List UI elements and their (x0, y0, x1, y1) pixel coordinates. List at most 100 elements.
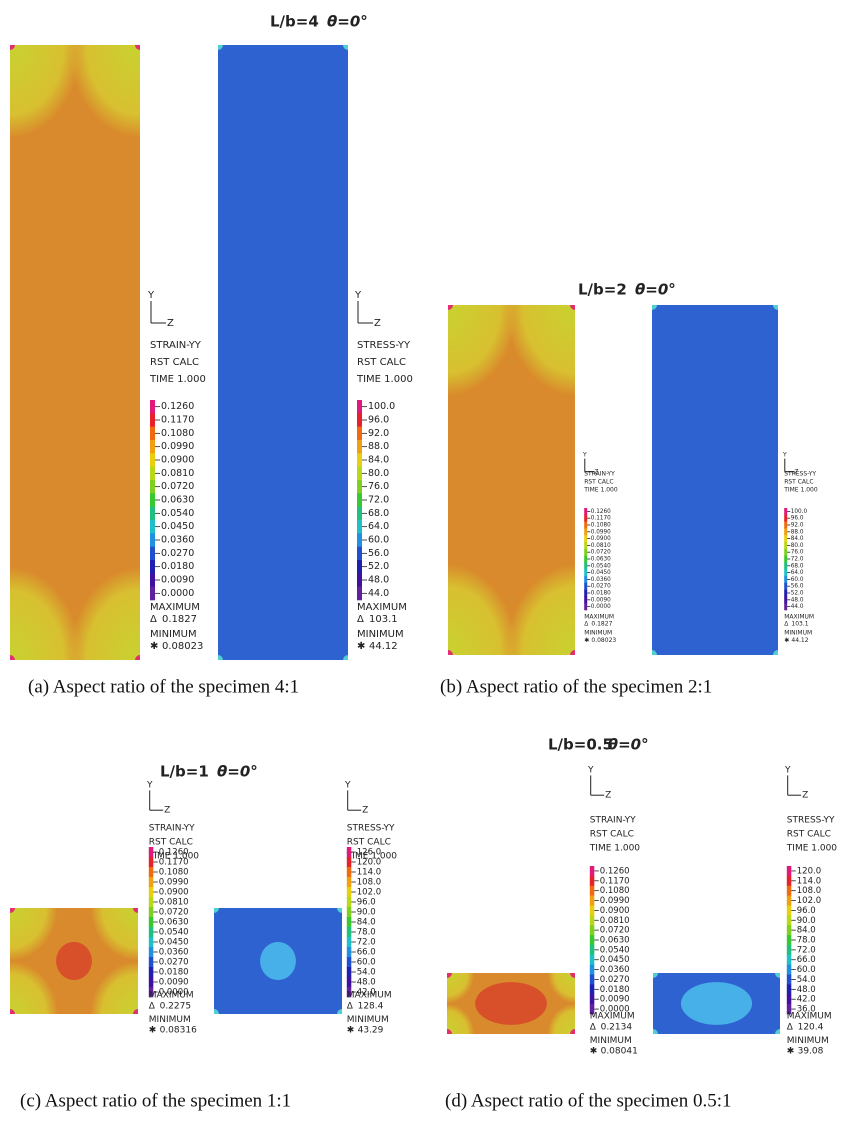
colorbar-segment (584, 548, 588, 556)
colorbar-label: 0.0090 (159, 978, 189, 988)
colorbar-segment (784, 596, 788, 604)
legend-header: STRAIN-YY (150, 340, 202, 351)
colorbar-label: 96.0 (797, 906, 816, 916)
colorbar-segment (346, 947, 352, 958)
colorbar-label: 0.0270 (161, 548, 194, 559)
colorbar-segment (357, 506, 362, 521)
colorbar-segment (584, 582, 588, 590)
colorbar-segment (346, 927, 352, 938)
corner-spot (214, 908, 219, 913)
colorbar-segment (357, 453, 362, 467)
colorbar-segment (784, 535, 788, 543)
center-zone (260, 941, 296, 981)
colorbar-label: 0.0720 (591, 550, 611, 556)
panel-title: L/b=0.5 (548, 736, 613, 754)
min-symbol: ✱ (590, 1047, 598, 1057)
colorbar-segment (784, 555, 788, 563)
colorbar-segment (589, 885, 595, 896)
colorbar-label: 0.0720 (600, 926, 630, 936)
colorbar-label: 0.0990 (159, 878, 189, 888)
corner-zone (10, 45, 82, 138)
colorbar-label: 42.0 (797, 995, 816, 1005)
colorbar-label: 0.0900 (591, 536, 611, 542)
strain-contour (10, 45, 140, 660)
colorbar-label: 0.0630 (161, 495, 194, 506)
corner-zone (90, 908, 138, 961)
corner-spot (10, 908, 15, 913)
colorbar-segment (148, 847, 154, 858)
colorbar-segment (786, 925, 792, 936)
legend-header: TIME 1.000 (149, 374, 206, 385)
colorbar-segment (357, 560, 362, 574)
colorbar-label: 0.1080 (591, 523, 611, 529)
colorbar-label: 0.1080 (600, 886, 630, 896)
corner-spot (135, 655, 140, 660)
colorbar-segment (584, 562, 588, 570)
panel-angle: θ=0° (635, 281, 676, 299)
colorbar-label: 0.0450 (600, 955, 630, 965)
colorbar-label: 0.1170 (600, 876, 630, 886)
max-label: MAXIMUM (584, 614, 614, 621)
colorbar-segment (784, 589, 788, 597)
colorbar-segment (584, 528, 588, 536)
max-value: 103.1 (791, 621, 808, 628)
colorbar-segment (584, 508, 588, 516)
panel-caption: (d) Aspect ratio of the specimen 0.5:1 (445, 1090, 732, 1111)
colorbar-label: 0.1080 (161, 428, 194, 439)
colorbar-label: 0.0990 (600, 896, 630, 906)
colorbar-label: 52.0 (791, 591, 804, 597)
max-symbol: Δ (590, 1022, 597, 1032)
colorbar-segment (150, 453, 155, 467)
min-symbol: ✱ (357, 641, 365, 652)
colorbar-segment (589, 866, 595, 877)
legend-header: TIME 1.000 (786, 844, 838, 854)
colorbar-segment (786, 1004, 792, 1015)
panel-caption: (c) Aspect ratio of the specimen 1:1 (20, 1090, 291, 1111)
colorbar-segment (150, 440, 155, 454)
colorbar-segment (589, 954, 595, 965)
corner-spot (653, 973, 658, 978)
colorbar-label: 36.0 (797, 1005, 816, 1015)
corner-zone (68, 45, 140, 138)
colorbar-label: 0.0720 (159, 908, 189, 918)
corner-spot (448, 650, 453, 655)
colorbar-segment (784, 542, 788, 550)
colorbar-label: 114.0 (357, 868, 381, 878)
colorbar-label: 0.0180 (159, 968, 189, 978)
corner-spot (775, 1029, 780, 1034)
colorbar-segment (346, 867, 352, 878)
strain-contour (448, 305, 575, 655)
corner-zone (447, 1003, 475, 1034)
colorbar-label: 80.0 (368, 468, 389, 479)
corner-spot (218, 45, 223, 50)
colorbar-label: 0.1170 (591, 516, 611, 522)
colorbar-segment (346, 977, 352, 988)
max-value: 0.2134 (601, 1022, 633, 1032)
colorbar-segment (584, 521, 588, 529)
colorbar-segment (357, 573, 362, 587)
min-value: 0.08023 (162, 641, 203, 652)
legend-header: RST CALC (784, 479, 813, 486)
colorbar-segment (584, 555, 588, 563)
corner-spot (570, 973, 575, 978)
colorbar-segment (150, 520, 155, 534)
axis-z-label: Z (164, 806, 170, 816)
colorbar-segment (150, 413, 155, 427)
contour-field (218, 45, 348, 660)
colorbar-label: 0.0360 (591, 577, 611, 583)
colorbar-segment (150, 560, 155, 574)
corner-spot (773, 305, 778, 310)
corner-spot (10, 1009, 15, 1014)
min-label: MINIMUM (787, 1036, 829, 1046)
colorbar-segment (148, 947, 154, 958)
colorbar-label: 0.1170 (159, 858, 189, 868)
colorbar-label: 72.0 (791, 557, 804, 563)
colorbar-segment (357, 520, 362, 534)
corner-zone (68, 567, 140, 660)
max-symbol: Δ (149, 1001, 156, 1011)
colorbar-label: 0.0450 (159, 938, 189, 948)
corner-spot (133, 1009, 138, 1014)
colorbar-label: 60.0 (357, 958, 376, 968)
colorbar-label: 76.0 (368, 481, 389, 492)
axis-y-label: Y (784, 766, 791, 776)
